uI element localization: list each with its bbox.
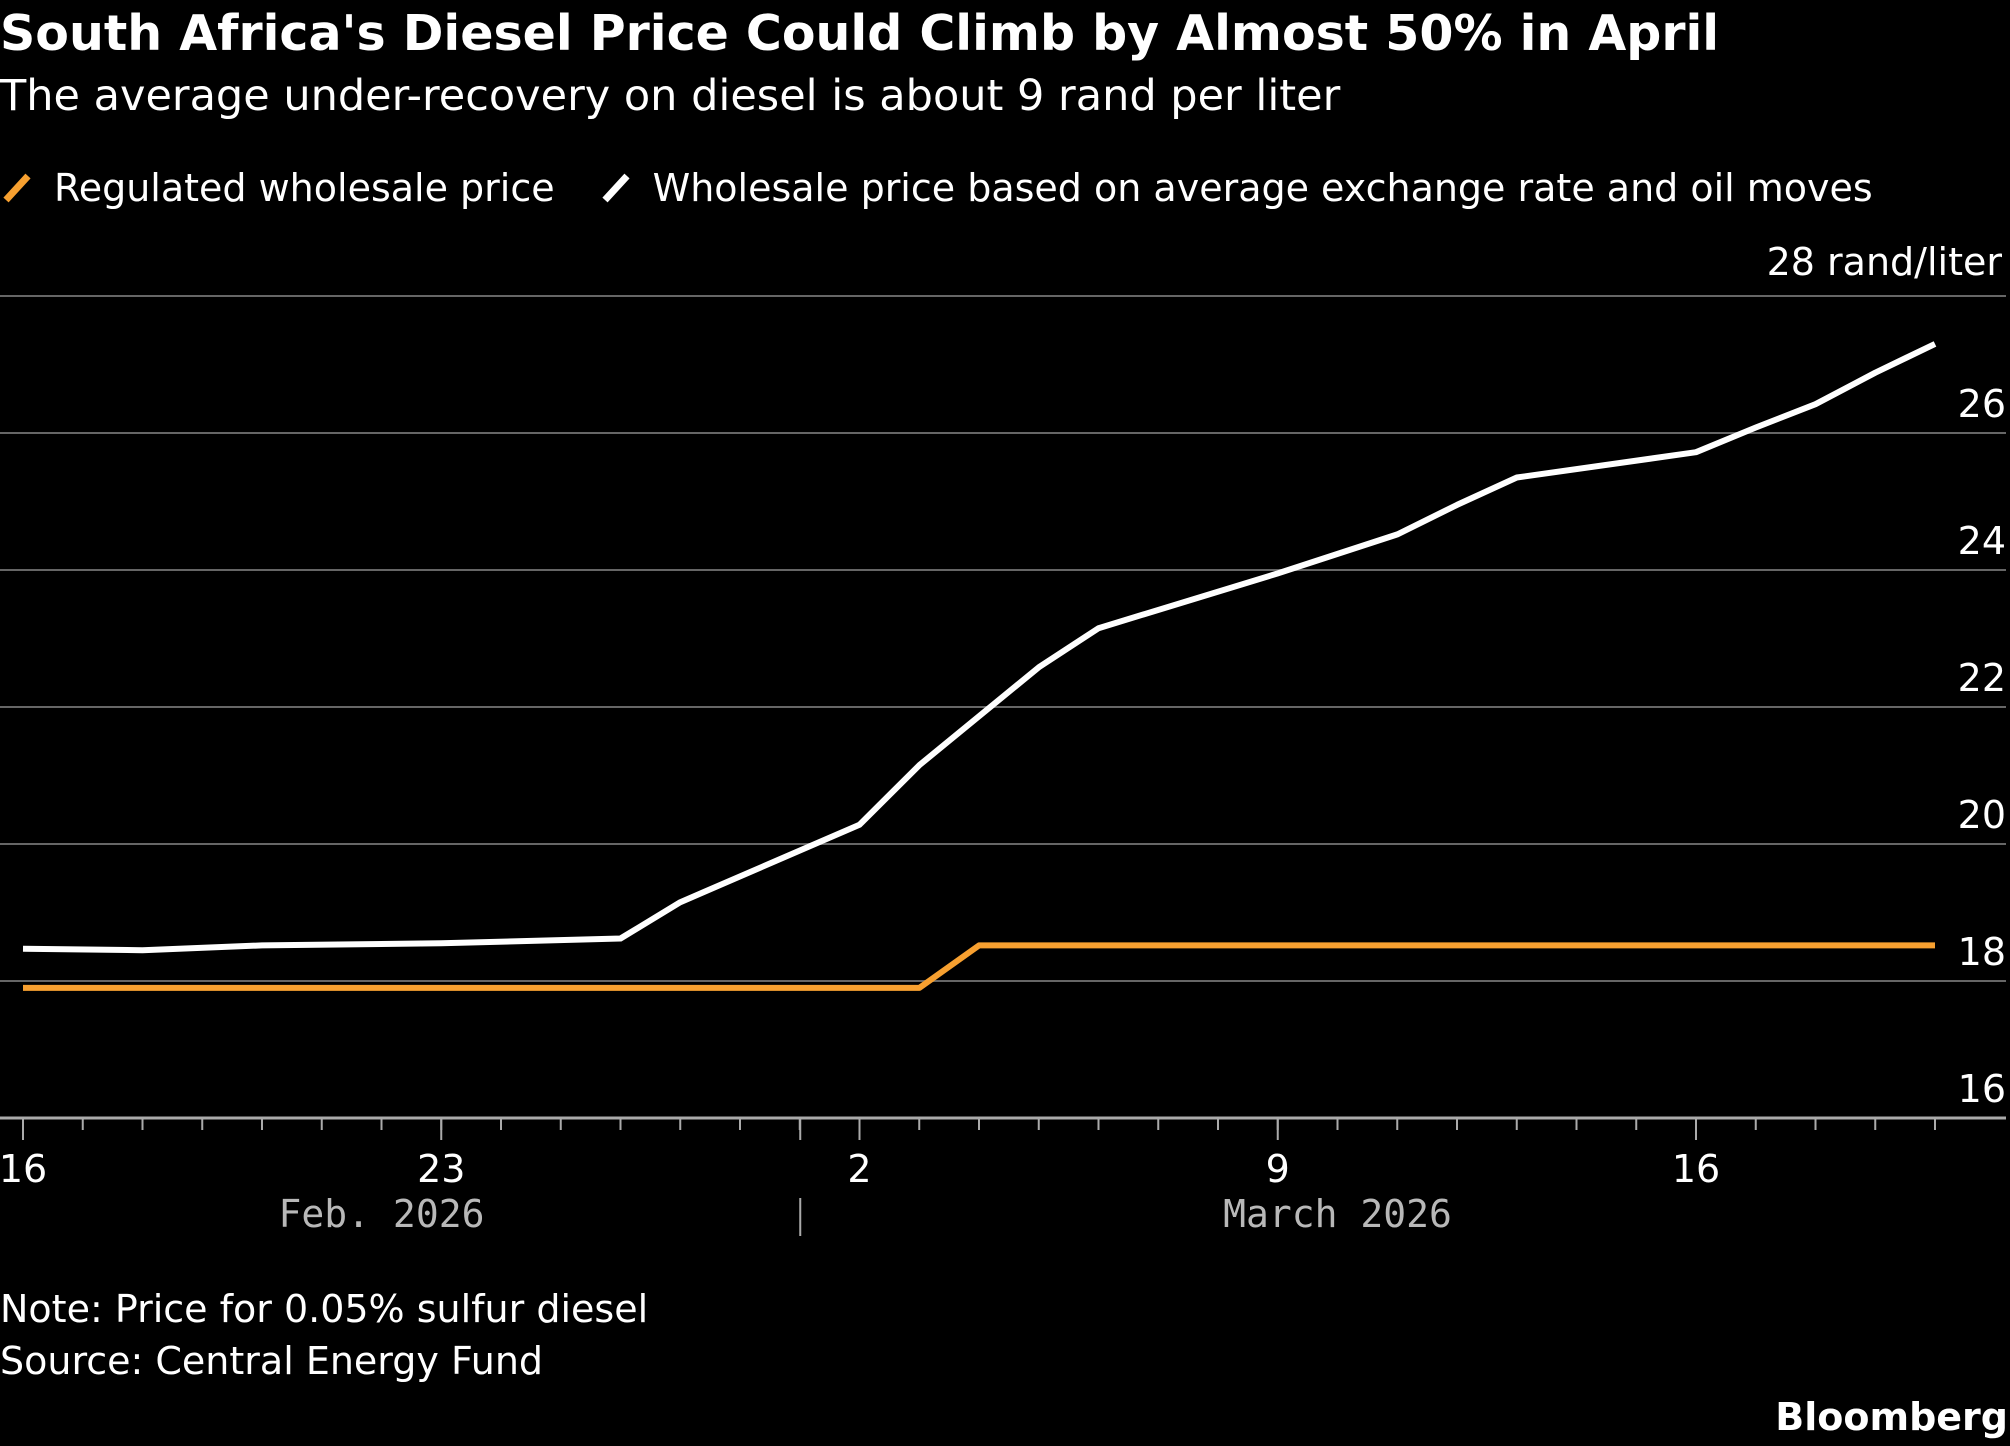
legend-swatch-market [599,171,633,205]
y-axis-unit-label: 28 rand/liter [1766,240,2002,284]
chart-title: South Africa's Diesel Price Could Climb … [0,5,1720,62]
month-label-march: March 2026 [1223,1192,1452,1236]
x-tick-label: 16 [0,1147,47,1191]
y-tick-label-16: 16 [1958,1067,2006,1111]
y-tick-label-26: 26 [1958,382,2006,426]
y-tick-label-18: 18 [1958,930,2006,974]
x-tick-label: 16 [1672,1147,1720,1191]
legend-label-market: Wholesale price based on average exchang… [652,166,1873,210]
series-line-market [22,341,1937,954]
x-tick-label: 2 [847,1147,871,1191]
y-tick-label-20: 20 [1958,793,2006,837]
bloomberg-logo: Bloomberg [1775,1395,2008,1439]
y-tick-label-22: 22 [1958,656,2006,700]
x-tick-label: 23 [417,1147,465,1191]
month-label-feb: Feb. 2026 [278,1192,485,1236]
legend: Regulated wholesale price Wholesale pric… [0,160,1917,216]
chart-note: Note: Price for 0.05% sulfur diesel [0,1287,649,1331]
y-tick-label-24: 24 [1958,519,2006,563]
series-line-regulated [23,942,1935,991]
chart-source: Source: Central Energy Fund [0,1339,544,1383]
x-tick-label: 9 [1266,1147,1290,1191]
legend-item-regulated: Regulated wholesale price [0,166,555,210]
legend-label-regulated: Regulated wholesale price [54,166,555,210]
legend-item-market: Wholesale price based on average exchang… [599,166,1873,210]
chart-subtitle: The average under-recovery on diesel is … [0,71,1341,121]
legend-swatch-regulated [0,171,34,205]
